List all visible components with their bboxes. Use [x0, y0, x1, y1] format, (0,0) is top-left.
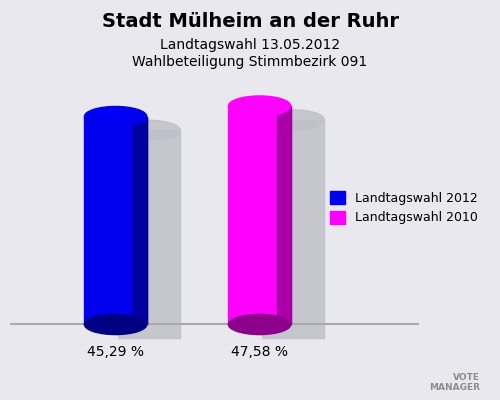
Bar [228, 106, 291, 324]
Text: Stadt Mülheim an der Ruhr: Stadt Mülheim an der Ruhr [102, 12, 399, 31]
Text: Landtagswahl 13.05.2012: Landtagswahl 13.05.2012 [160, 38, 340, 52]
Ellipse shape [84, 106, 147, 127]
Ellipse shape [262, 110, 324, 130]
Text: Wahlbeteiligung Stimmbezirk 091: Wahlbeteiligung Stimmbezirk 091 [132, 55, 368, 69]
Text: VOTE
MANAGER: VOTE MANAGER [429, 373, 480, 392]
Ellipse shape [228, 314, 291, 334]
Legend: Landtagswahl 2012, Landtagswahl 2010: Landtagswahl 2012, Landtagswahl 2010 [324, 185, 484, 231]
Ellipse shape [228, 96, 291, 116]
Polygon shape [262, 120, 324, 338]
Ellipse shape [238, 100, 272, 112]
Polygon shape [118, 130, 180, 338]
Text: 45,29 %: 45,29 % [87, 345, 144, 359]
Ellipse shape [84, 314, 147, 334]
Bar [277, 106, 291, 324]
Bar [133, 116, 147, 324]
Ellipse shape [94, 111, 128, 122]
Ellipse shape [118, 120, 180, 140]
Text: 47,58 %: 47,58 % [231, 345, 288, 359]
Bar [84, 116, 147, 324]
